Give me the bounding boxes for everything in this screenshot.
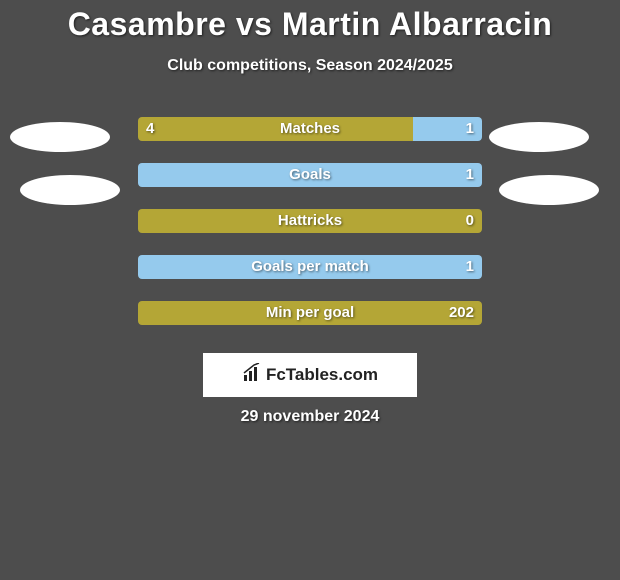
bar-left: [138, 209, 482, 233]
bar-value-right: 1: [466, 117, 474, 141]
bar-track: 0Hattricks: [138, 209, 482, 233]
bar-right: [138, 255, 482, 279]
logo-text: FcTables.com: [266, 365, 378, 385]
chart-icon: [242, 363, 262, 388]
bar-value-left: 4: [146, 117, 154, 141]
bar-value-right: 0: [466, 209, 474, 233]
bar-track: 202Min per goal: [138, 301, 482, 325]
decorative-ellipse: [489, 122, 589, 152]
date-label: 29 november 2024: [0, 408, 620, 426]
fctables-logo: FcTables.com: [203, 353, 417, 397]
bar-left: [138, 301, 482, 325]
decorative-ellipse: [20, 175, 120, 205]
stat-row: 202Min per goal: [0, 301, 620, 347]
stat-row: 0Hattricks: [0, 209, 620, 255]
bar-track: 1Goals: [138, 163, 482, 187]
bar-track: 41Matches: [138, 117, 482, 141]
bar-value-right: 202: [449, 301, 474, 325]
page-subtitle: Club competitions, Season 2024/2025: [0, 57, 620, 75]
decorative-ellipse: [10, 122, 110, 152]
bar-track: 1Goals per match: [138, 255, 482, 279]
bar-right: [138, 163, 482, 187]
stat-row: 1Goals per match: [0, 255, 620, 301]
page-title: Casambre vs Martin Albarracin: [0, 0, 620, 43]
bar-value-right: 1: [466, 255, 474, 279]
bar-value-right: 1: [466, 163, 474, 187]
decorative-ellipse: [499, 175, 599, 205]
bar-left: [138, 117, 413, 141]
